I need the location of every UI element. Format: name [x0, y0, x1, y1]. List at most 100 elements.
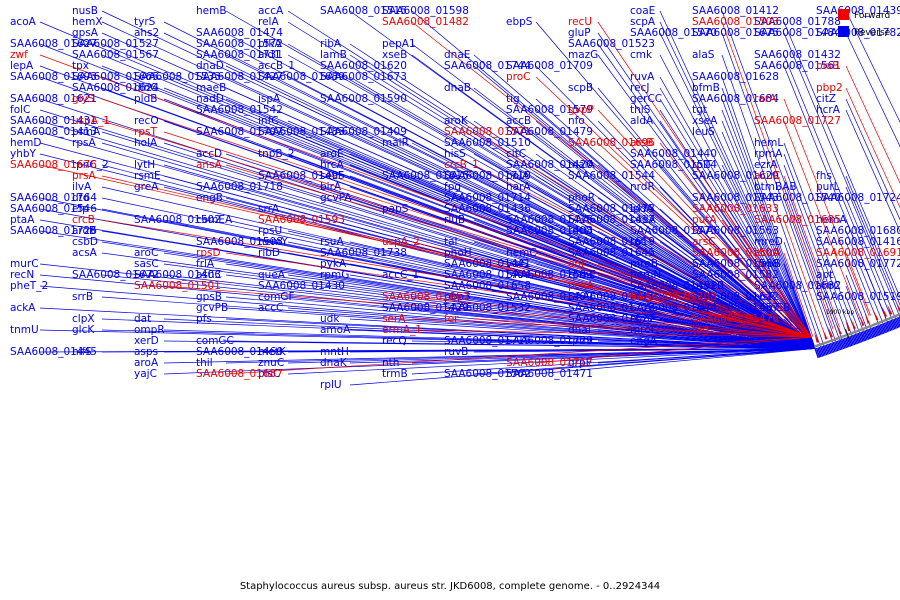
reverse-connector — [39, 197, 816, 349]
forward-gene-label: rarA — [754, 93, 777, 105]
reverse-gene-label: nth — [382, 357, 399, 369]
reverse-gene-label: SAA6008_01532 — [444, 302, 531, 314]
reverse-gene-label: dnaE — [444, 49, 470, 61]
reverse-feature — [867, 329, 872, 339]
reverse-feature — [874, 326, 879, 337]
reverse-gene-label: tyrS — [134, 16, 156, 28]
reverse-connector — [101, 230, 816, 349]
reverse-connector — [783, 142, 857, 334]
reverse-gene-label: pldB — [134, 93, 157, 105]
reverse-connector — [597, 43, 816, 349]
forward-gene-label: SAA6008_01571 — [444, 126, 531, 138]
reverse-gene-label: pbp3 — [444, 291, 471, 303]
forward-gene-label: glyS — [72, 93, 95, 105]
reverse-gene-label: rpmG — [320, 269, 349, 281]
reverse-gene-label: yajC — [134, 368, 157, 380]
reverse-connector — [845, 32, 900, 148]
reverse-gene-label: rsmE — [134, 170, 161, 182]
reverse-gene-label: lysP — [754, 291, 775, 303]
reverse-gene-label: pheT_2 — [10, 280, 48, 292]
forward-gene-label: SAA6008_01708 — [630, 291, 717, 303]
reverse-gene-label: SAA6008_01416 — [816, 236, 900, 248]
forward-connector — [101, 219, 812, 338]
reverse-gene-label: secF — [320, 170, 344, 182]
reverse-gene-label: aroA — [134, 357, 159, 369]
forward-gene-label: SAA6008_01727 — [754, 115, 841, 127]
reverse-gene-label: holA — [134, 137, 158, 149]
reverse-gene-label: SAA6008_01420 — [506, 159, 593, 171]
reverse-gene-label: SAA6008_01427 — [196, 71, 283, 83]
reverse-gene-label: dat — [134, 313, 151, 325]
reverse-gene-label: SAA6008_01731 — [196, 49, 283, 61]
reverse-connector — [659, 98, 816, 349]
reverse-feature — [885, 321, 890, 332]
reverse-gene-label: amoA — [320, 324, 351, 336]
reverse-feature — [863, 330, 868, 341]
reverse-connector — [845, 175, 900, 306]
forward-gene-label: acuA — [754, 247, 781, 259]
reverse-gene-label: SAA6008_01431 — [10, 115, 97, 127]
forward-feature — [864, 313, 870, 324]
reverse-gene-label: xseA — [692, 115, 718, 127]
reverse-gene-label: dnaD — [196, 60, 224, 72]
forward-feature — [822, 328, 828, 340]
reverse-gene-label: SAA6008_01729 — [506, 335, 593, 347]
reverse-gene-label: trmB — [382, 368, 408, 380]
reverse-gene-label: aroB — [72, 225, 96, 237]
reverse-gene-label: rluB — [444, 214, 465, 226]
reverse-gene-label: murC — [10, 258, 39, 270]
reverse-connector — [287, 54, 816, 349]
reverse-gene-label: scpA — [630, 16, 656, 28]
reverse-gene-label: SAA6008_01619 — [568, 236, 655, 248]
reverse-gene-label: leuS — [692, 126, 715, 138]
reverse-gene-label: dnaK — [320, 357, 348, 369]
reverse-gene-label: ribD — [258, 247, 280, 259]
reverse-gene-label: gapB — [754, 258, 781, 270]
reverse-gene-label: plsC — [258, 368, 280, 380]
reverse-gene-label: fhs — [816, 170, 832, 182]
reverse-feature — [815, 347, 821, 358]
forward-connector — [225, 336, 812, 375]
reverse-gene-label: ahrC — [816, 280, 841, 292]
reverse-feature — [860, 331, 866, 342]
reverse-gene-label: recN — [10, 269, 34, 281]
reverse-gene-label: papS — [382, 203, 409, 215]
reverse-gene-label: SAA6008_01583 — [506, 269, 593, 281]
reverse-feature — [894, 318, 900, 328]
reverse-gene-label: SAA6008_01658 — [444, 280, 531, 292]
reverse-connector — [287, 65, 816, 349]
forward-connector — [659, 296, 812, 338]
reverse-connector — [163, 263, 816, 349]
reverse-gene-label: SAA6008_01620 — [320, 60, 407, 72]
reverse-gene-label: aroK — [444, 115, 469, 127]
reverse-gene-label: SAA6008_01615 — [382, 170, 469, 182]
reverse-gene-label: acoA — [10, 16, 37, 28]
forward-gene-label: crcB_1 — [444, 159, 479, 171]
reverse-connector — [473, 241, 816, 349]
reverse-gene-label: SAA6008_01573 — [630, 225, 717, 237]
forward-connector-lines — [39, 21, 900, 375]
reverse-gene-label: SAA6008_01411 — [568, 291, 655, 303]
forward-connector — [163, 285, 812, 338]
reverse-gene-label: SAA6008_01624 — [72, 82, 159, 94]
reverse-gene-label: mntH — [320, 346, 349, 358]
reverse-gene-label: rpmI — [568, 335, 592, 347]
reverse-connector — [287, 98, 816, 349]
forward-gene-label: uspA_1 — [72, 115, 110, 127]
forward-gene-label: proC — [506, 71, 531, 83]
reverse-connector — [225, 43, 816, 349]
reverse-gene-label: SAA6008_01724 — [816, 192, 900, 204]
reverse-gene-label: mazG — [568, 49, 598, 61]
reverse-gene-label: SAA6008_01481 — [630, 280, 717, 292]
reverse-gene-label: accA — [258, 5, 284, 17]
reverse-feature — [876, 325, 882, 336]
reverse-connector — [721, 120, 816, 349]
reverse-connector — [39, 263, 816, 349]
forward-feature — [814, 331, 819, 343]
reverse-gene-label: SAA6008_01473 — [568, 203, 655, 215]
reverse-gene-label: SAA6008_01645 — [568, 247, 655, 259]
reverse-gene-label: SAA6008_01404 — [444, 269, 531, 281]
reverse-connector — [659, 54, 816, 349]
reverse-gene-label: srrB — [72, 291, 93, 303]
reverse-gene-label: pfs — [196, 313, 212, 325]
